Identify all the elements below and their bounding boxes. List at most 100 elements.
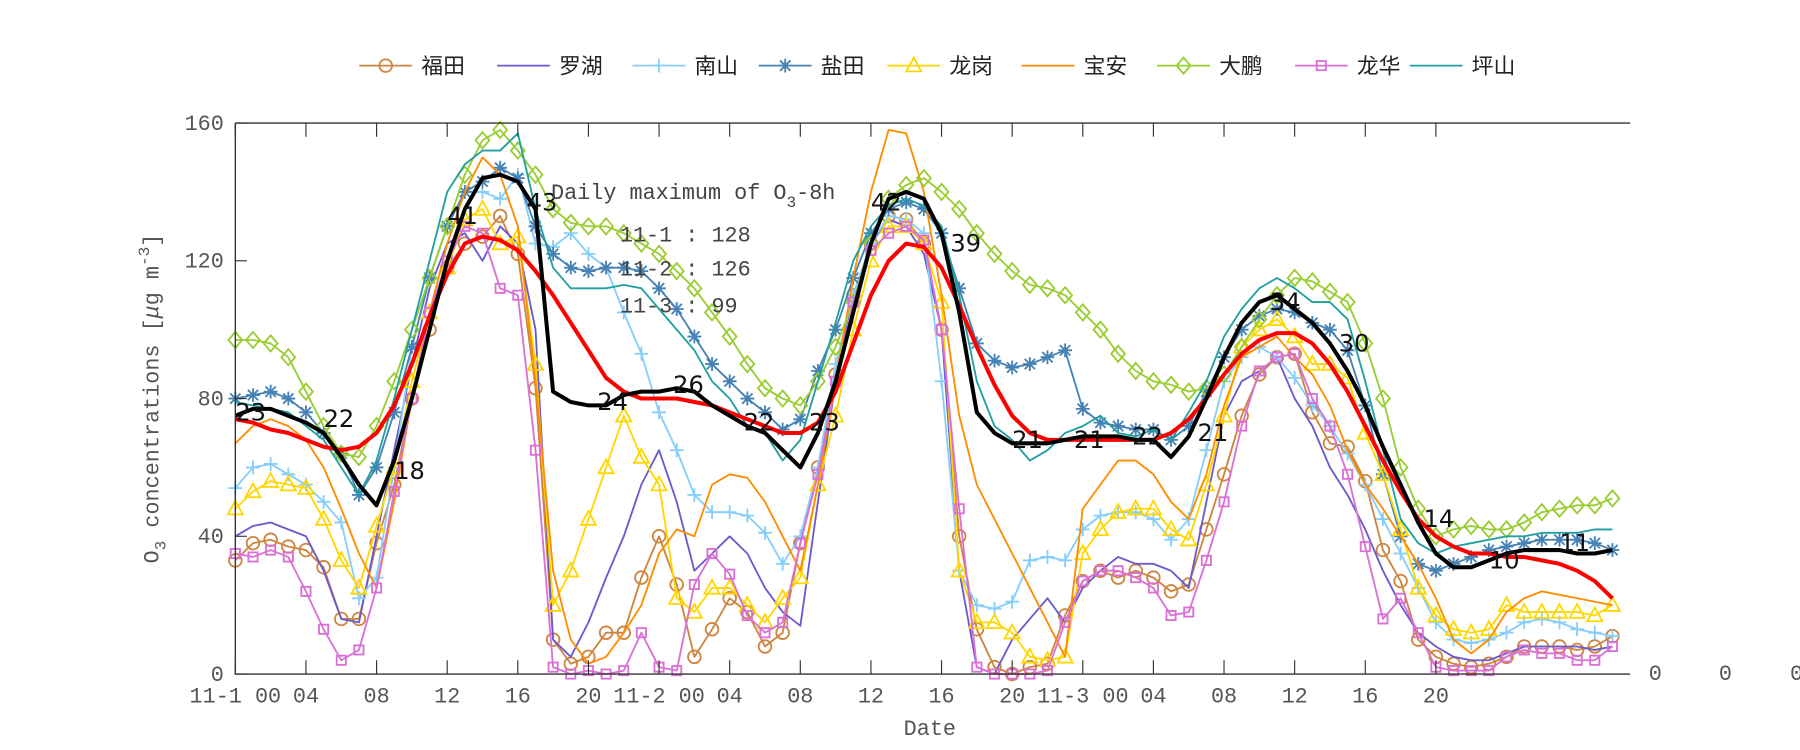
- marker-diamond: [986, 244, 1003, 264]
- marker-asterisk: [687, 329, 702, 344]
- marker-asterisk: [1481, 543, 1496, 557]
- marker-circle: [492, 208, 508, 224]
- legend-item: 坪山: [1409, 55, 1515, 80]
- marker-plus: [669, 443, 684, 458]
- marker-circle: [1181, 577, 1196, 592]
- marker-triangle: [826, 405, 845, 423]
- x-tick-label: 12: [1282, 685, 1308, 710]
- marker-square: [1112, 565, 1124, 577]
- legend-item: 宝安: [1021, 55, 1127, 80]
- marker-diamond: [1145, 371, 1162, 391]
- marker-triangle: [1144, 498, 1163, 516]
- marker-square: [1271, 351, 1283, 363]
- marker-asterisk: [899, 195, 914, 210]
- legend-item: 龙岗: [887, 55, 993, 80]
- marker-diamond: [509, 141, 526, 161]
- marker-diamond: [1445, 519, 1462, 539]
- marker-diamond: [1516, 513, 1533, 532]
- daily-value-label: 23: [809, 409, 840, 437]
- marker-plus: [1040, 550, 1055, 564]
- marker-triangle: [614, 405, 633, 423]
- marker-plus: [1393, 546, 1408, 561]
- marker-triangle: [1003, 622, 1022, 640]
- marker-diamond: [1180, 382, 1197, 402]
- marker-asterisk: [1446, 556, 1461, 571]
- marker-triangle: [791, 567, 810, 585]
- marker-square: [1306, 393, 1318, 405]
- marker-circle: [616, 625, 631, 640]
- x-tick-label: 11-2 00: [613, 685, 705, 710]
- marker-asterisk: [1252, 308, 1267, 323]
- marker-square: [1377, 613, 1389, 625]
- marker-asterisk: [387, 405, 402, 420]
- marker-triangle: [544, 595, 563, 612]
- marker-triangle: [243, 481, 262, 499]
- marker-diamond: [527, 165, 544, 185]
- marker-diamond: [1039, 278, 1056, 298]
- marker-asterisk: [1464, 550, 1479, 564]
- marker-asterisk: [1605, 543, 1620, 557]
- marker-square: [1518, 644, 1530, 656]
- marker-diamond: [1586, 495, 1603, 515]
- marker-triangle: [720, 577, 739, 595]
- marker-asterisk: [634, 264, 649, 278]
- marker-diamond: [951, 199, 968, 219]
- marker-diamond: [1339, 292, 1356, 312]
- legend: 福田 罗湖 南山 盐田 龙岗 宝安 大鹏 龙华 坪山: [359, 55, 1515, 80]
- marker-plus: [1499, 625, 1514, 640]
- marker-circle: [757, 639, 773, 654]
- marker-diamond: [792, 395, 809, 415]
- marker-asterisk: [281, 391, 296, 406]
- marker-asterisk: [1499, 539, 1514, 554]
- legend-item: 福田: [359, 55, 465, 80]
- marker-plus: [652, 58, 666, 73]
- x-tick-label: 08: [1211, 685, 1237, 710]
- marker-square: [618, 665, 630, 677]
- legend-label: 龙华: [1357, 55, 1401, 80]
- daily-value-label: 30: [1339, 329, 1370, 357]
- marker-diamond: [756, 378, 774, 398]
- marker-diamond: [968, 223, 985, 243]
- marker-diamond: [721, 327, 738, 346]
- x-axis-label: Date: [904, 717, 956, 742]
- marker-plus: [1058, 553, 1073, 568]
- marker-asterisk: [1534, 532, 1549, 547]
- marker-diamond: [1551, 499, 1568, 519]
- x-tick-label: 12: [434, 685, 460, 710]
- marker-square: [918, 234, 930, 246]
- marker-square: [953, 503, 965, 515]
- daily-value-label: 26: [673, 371, 704, 399]
- marker-plus: [775, 556, 790, 571]
- marker-square: [794, 537, 806, 549]
- marker-triangle: [685, 602, 704, 619]
- marker-diamond: [1498, 519, 1515, 539]
- marker-diamond: [615, 223, 632, 243]
- marker-circle: [378, 58, 393, 73]
- x-tick-label: 20: [575, 685, 601, 710]
- marker-circle: [1375, 542, 1391, 558]
- marker-plus: [687, 488, 702, 502]
- marker-diamond: [668, 261, 685, 281]
- daily-value-label: 43: [527, 188, 558, 216]
- daily-labels: 23 22 18 41 43 24 26 22 23 42 39 21 21 22 21 34 30 14 10 11: [235, 188, 1590, 574]
- marker-diamond: [474, 130, 491, 150]
- marker-square: [1041, 665, 1053, 677]
- x-tick-label: 04: [293, 685, 319, 710]
- marker-square: [1536, 647, 1548, 659]
- marker-square: [494, 282, 506, 294]
- marker-diamond: [1110, 344, 1127, 364]
- marker-triangle: [1020, 646, 1039, 664]
- marker-plus: [1587, 625, 1602, 640]
- marker-diamond: [1092, 320, 1109, 340]
- marker-square: [265, 544, 277, 556]
- x-tick-label: 08: [363, 685, 389, 710]
- marker-diamond: [1604, 488, 1621, 508]
- marker-asterisk: [1075, 401, 1090, 416]
- marker-asterisk: [546, 247, 561, 261]
- legend-label: 大鹏: [1219, 55, 1263, 80]
- marker-plus: [1534, 612, 1549, 626]
- marker-circle: [704, 622, 720, 637]
- daily-value-label: 21: [1198, 419, 1229, 447]
- marker-plus: [1605, 629, 1620, 644]
